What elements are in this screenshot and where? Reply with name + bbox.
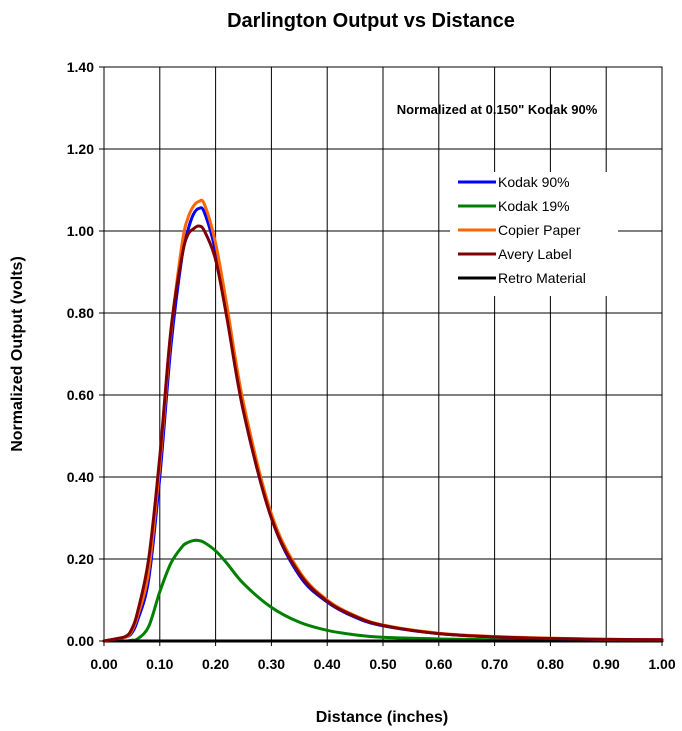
y-axis-title: Normalized Output (volts) xyxy=(9,256,26,452)
x-tick-label: 0.60 xyxy=(425,656,452,672)
normalization-note: Normalized at 0.150" Kodak 90% xyxy=(397,102,598,117)
x-axis-ticks: 0.00 0.10 0.20 0.30 0.40 0.50 0.60 0.70 0.80 0.90… xyxy=(90,641,676,672)
legend-label: Kodak 90% xyxy=(498,174,570,190)
x-tick-label: 0.00 xyxy=(90,656,117,672)
gridlines xyxy=(103,66,663,642)
y-tick-label: 1.40 xyxy=(67,59,94,75)
x-tick-label: 0.80 xyxy=(537,656,564,672)
y-tick-label: 1.20 xyxy=(67,141,94,157)
y-tick-label: 0.80 xyxy=(67,305,94,321)
legend-label: Kodak 19% xyxy=(498,198,570,214)
x-tick-label: 0.70 xyxy=(481,656,508,672)
y-tick-label: 0.20 xyxy=(67,551,94,567)
chart-title: Darlington Output vs Distance xyxy=(227,10,515,32)
x-tick-label: 0.20 xyxy=(202,656,229,672)
y-tick-label: 0.40 xyxy=(67,469,94,485)
x-tick-label: 1.00 xyxy=(648,656,675,672)
x-tick-label: 0.50 xyxy=(369,656,396,672)
legend-label: Retro Material xyxy=(498,270,586,286)
legend-label: Avery Label xyxy=(498,246,572,262)
y-tick-label: 0.60 xyxy=(67,387,94,403)
series-line-avery-label xyxy=(102,224,664,643)
x-tick-label: 0.40 xyxy=(314,656,341,672)
y-tick-label: 1.00 xyxy=(67,223,94,239)
y-axis-ticks: 0.00 0.20 0.40 0.60 0.80 1.00 1.20 1.40 xyxy=(67,59,104,649)
x-axis-title: Distance (inches) xyxy=(316,709,448,726)
x-tick-label: 0.10 xyxy=(146,656,173,672)
legend-label: Copier Paper xyxy=(498,222,581,238)
y-tick-label: 0.00 xyxy=(67,633,94,649)
series-line-kodak-19 xyxy=(102,538,664,643)
series-lines xyxy=(102,198,664,643)
legend-box xyxy=(450,172,618,296)
x-tick-label: 0.90 xyxy=(593,656,620,672)
x-tick-label: 0.30 xyxy=(258,656,285,672)
legend: Kodak 90% Kodak 19% Copier Paper Avery Labe… xyxy=(450,172,618,296)
